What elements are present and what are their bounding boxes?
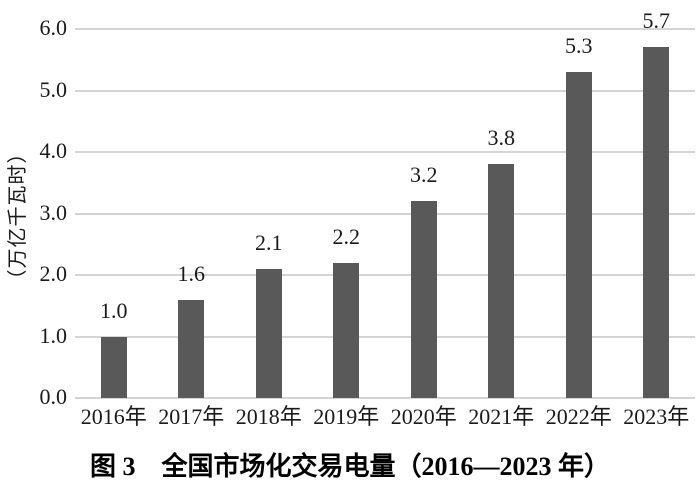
bar-value-label: 1.6 [177,260,206,286]
gridline [75,335,695,338]
x-tick-label: 2022年 [545,404,612,429]
bar-value-label: 2.2 [332,223,361,249]
bar-value-label: 3.8 [487,125,516,151]
y-tick-label: 0.0 [39,384,68,409]
y-tick-label: 4.0 [39,138,68,163]
y-tick-label: 2.0 [39,261,68,286]
bar-value-label: 5.7 [642,8,671,34]
x-tick-label: 2016年 [80,404,147,429]
bar [488,164,515,398]
bar-value-label: 3.2 [410,162,438,188]
bar-value-label: 5.3 [565,33,593,59]
x-tick-label: 2019年 [313,404,380,429]
chart-caption: 图 3 全国市场化交易电量（2016—2023 年） [89,452,610,481]
bar [410,201,437,398]
y-axis-title: （万亿千瓦时） [7,142,29,290]
gridline [75,274,695,276]
x-tick-label: 2021年 [468,404,535,429]
bar [643,47,670,398]
gridline [75,28,695,30]
bar-value-label: 2.1 [255,229,283,255]
bar [100,336,127,398]
y-tick-label: 5.0 [39,76,68,102]
y-tick-label: 6.0 [39,15,68,40]
gridline [75,151,695,153]
x-axis-line [75,397,695,399]
y-tick-label: 3.0 [39,199,68,225]
bar [565,72,592,398]
x-tick-label: 2020年 [390,404,457,429]
bar [255,268,282,398]
bar-value-label: 1.0 [100,297,128,323]
gridline [75,212,695,215]
gridline [75,89,695,92]
x-tick-label: 2018年 [235,404,302,429]
y-tick-label: 1.0 [39,322,68,348]
bar [178,299,205,398]
bar [333,262,360,398]
x-tick-label: 2023年 [623,404,690,429]
x-tick-label: 2017年 [158,404,225,429]
